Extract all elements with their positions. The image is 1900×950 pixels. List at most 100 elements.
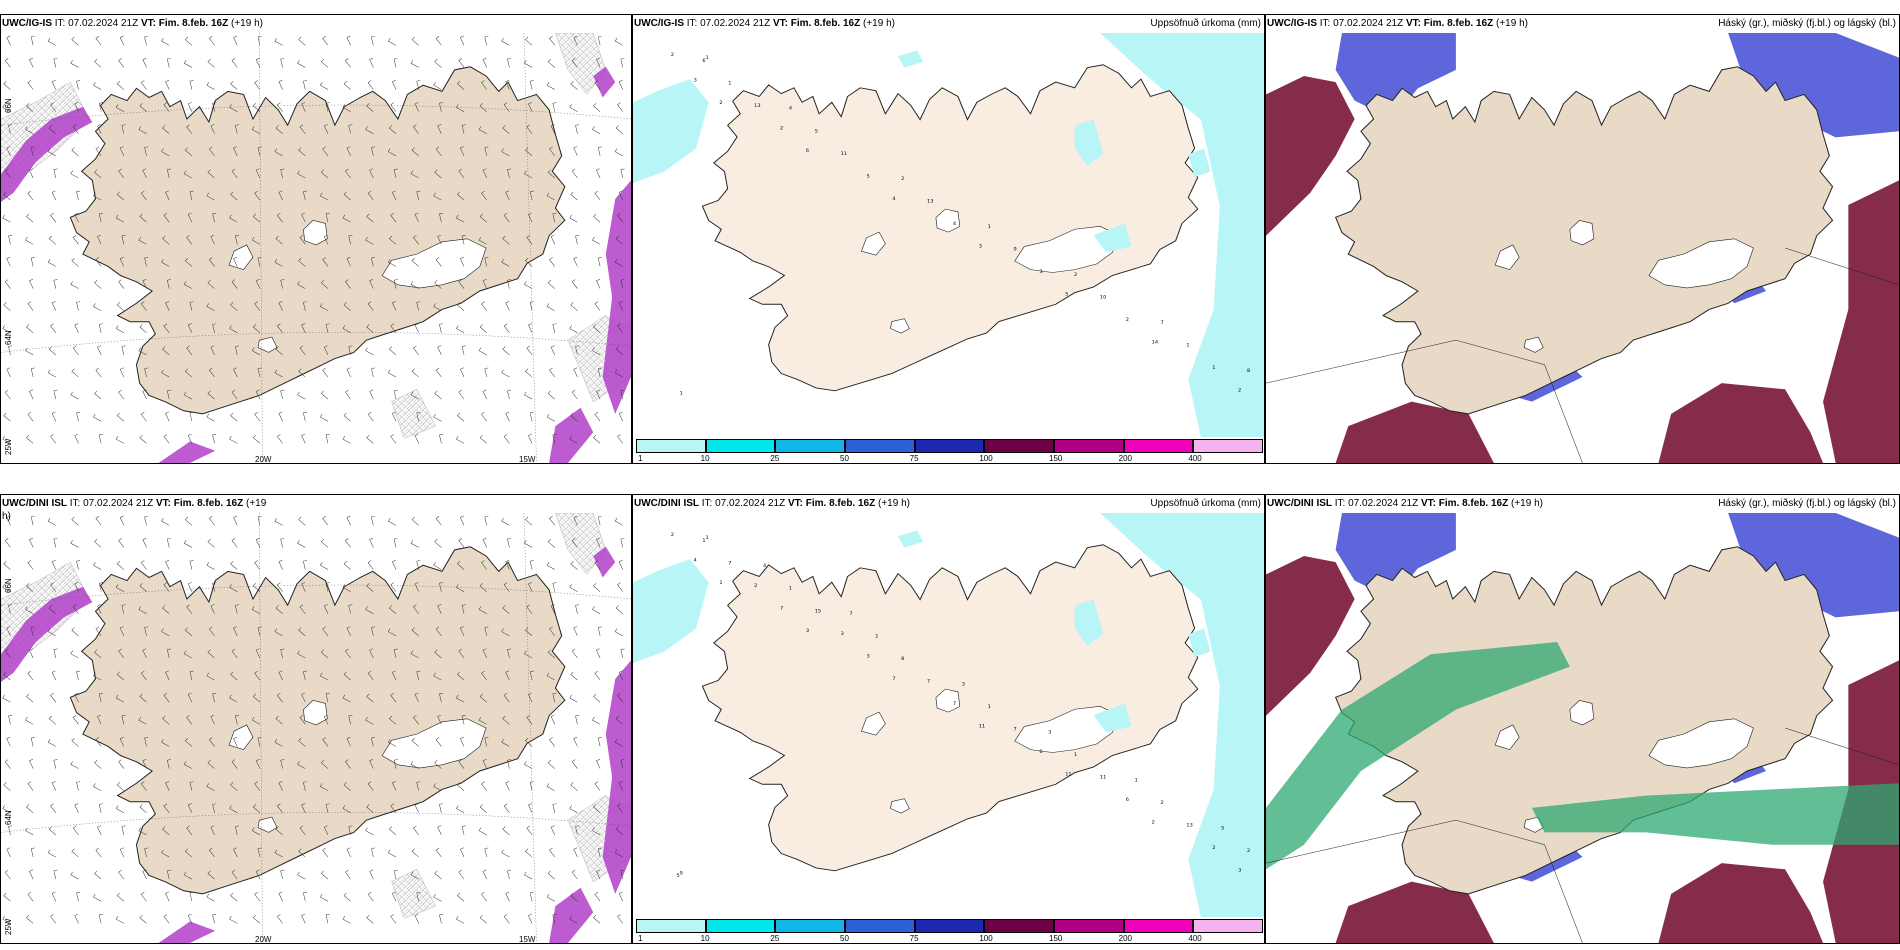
wind-barb (97, 124, 102, 134)
wind-barb (410, 871, 419, 880)
wind-barb (30, 847, 35, 858)
wind-barb (303, 781, 308, 791)
wind-barb (593, 213, 601, 223)
colorbar-segment (914, 919, 985, 933)
wind-barb (166, 168, 171, 179)
wind-barb (597, 146, 602, 156)
wind-barb (71, 36, 79, 46)
wind-barb (459, 515, 465, 526)
wind-barb (230, 412, 238, 422)
wind-barb (411, 36, 419, 46)
wind-barb (94, 169, 102, 179)
wind-barb (139, 583, 147, 592)
wind-barb (550, 124, 555, 134)
precip-value: 2 (1238, 388, 1241, 394)
wind-barb (546, 672, 555, 681)
wind-barb (411, 516, 419, 526)
glacier-outline (303, 700, 328, 726)
wind-barb (257, 847, 262, 858)
wind-barb (387, 738, 397, 747)
precip-value: 2 (754, 583, 757, 589)
wind-barb (596, 869, 601, 880)
wind-barb (183, 761, 193, 769)
wind-barb (207, 390, 215, 400)
wind-barb (411, 737, 419, 747)
precip-value: 14 (1152, 340, 1158, 346)
wind-barb (505, 301, 510, 311)
wind-barb (30, 35, 35, 46)
wind-barb (140, 80, 147, 90)
wind-barb (119, 256, 125, 267)
wind-barb (459, 35, 465, 46)
wind-barb (461, 825, 466, 835)
wind-barb (433, 893, 442, 902)
wind-barb (524, 539, 533, 548)
precip-value: 2 (1247, 848, 1250, 854)
wind-barb (325, 582, 330, 592)
wind-barb (456, 435, 465, 444)
wind-barb (345, 759, 351, 769)
wind-barb (410, 539, 419, 548)
wind-barb (298, 36, 306, 46)
wind-barb (457, 892, 465, 902)
wind-barb (118, 869, 125, 880)
wind-barb (571, 538, 578, 548)
wind-barb (50, 212, 57, 223)
precip-value: 3 (1238, 868, 1241, 874)
wind-barb (393, 869, 398, 880)
lead-time: (+19 h) (878, 498, 910, 509)
precip-value: 1 (680, 390, 683, 396)
wind-barb (95, 36, 102, 46)
wind-barb (233, 626, 238, 636)
wind-barb (617, 692, 624, 703)
wind-barb (51, 560, 57, 570)
wind-barb (144, 257, 149, 267)
wind-barb (206, 192, 215, 201)
wind-barb (98, 582, 103, 592)
wind-barb (319, 192, 329, 201)
wind-barb (183, 871, 193, 880)
wind-barb (298, 368, 306, 378)
wind-barb (206, 562, 215, 570)
wind-barb (529, 411, 534, 422)
wind-barb (26, 103, 34, 112)
wind-barb (320, 760, 329, 769)
glacier-outline (228, 244, 254, 270)
wind-barb (97, 825, 102, 835)
wind-barb (48, 826, 56, 836)
precip-value: 6 (702, 58, 705, 64)
wind-barb (30, 515, 35, 526)
wind-barb (458, 168, 465, 179)
wind-barb (27, 190, 34, 201)
wind-barb (503, 914, 510, 924)
wind-barb (74, 102, 79, 112)
wind-barb (70, 170, 79, 179)
wind-barb (163, 323, 170, 333)
wind-barb (71, 848, 79, 858)
iceland-landmass (701, 64, 1199, 392)
wind-barb (8, 825, 13, 835)
wind-barb (206, 783, 215, 791)
wind-barb (251, 126, 261, 134)
high-cloud-area (1266, 556, 1355, 716)
mid-cloud-area (1728, 513, 1899, 618)
corner-label: 25W (4, 438, 13, 455)
wind-barb (456, 584, 465, 592)
map-area (1266, 513, 1899, 943)
wind-barb (322, 367, 329, 378)
wind-barb (27, 80, 34, 90)
wind-barb (29, 168, 34, 179)
wind-barb (575, 345, 580, 355)
boundary-line (1266, 819, 1583, 943)
wind-barb (550, 825, 555, 835)
wind-barb (165, 190, 170, 201)
wind-barb (414, 913, 419, 924)
it-value: 07.02.2024 21Z (68, 18, 139, 29)
wind-barb (348, 345, 353, 355)
wind-barb (298, 516, 306, 526)
wind-barb (617, 434, 624, 444)
it-value: 07.02.2024 21Z (700, 18, 771, 29)
wind-barb (29, 759, 34, 769)
wind-barb (505, 670, 510, 681)
wind-barb (482, 759, 487, 769)
